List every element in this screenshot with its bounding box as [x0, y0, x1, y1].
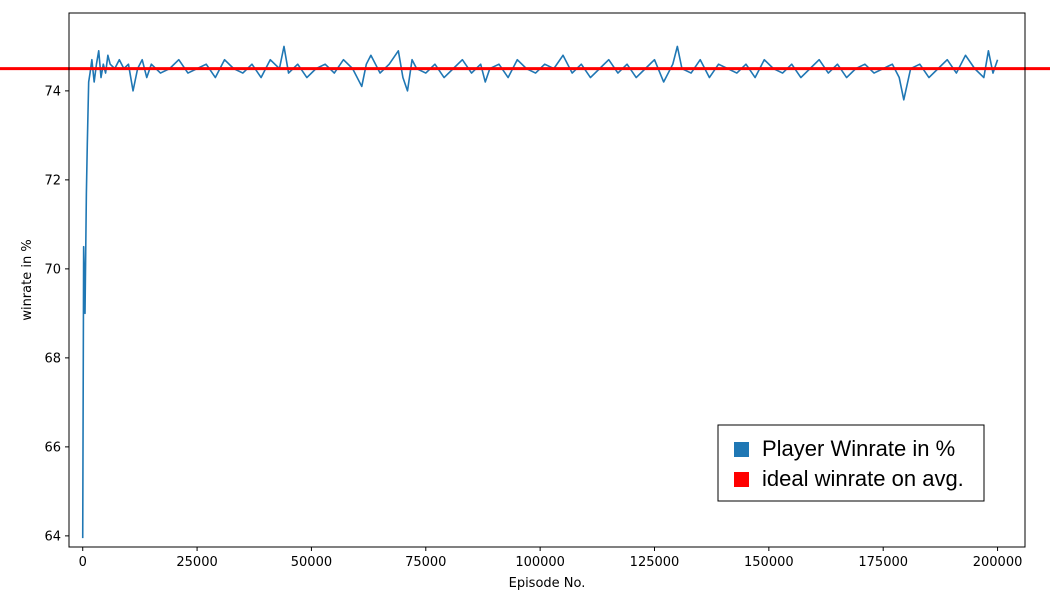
- plot-area: [0, 45, 1050, 539]
- legend-box: [717, 424, 985, 502]
- y-axis-ticks: 64 66 68 70 72 74: [44, 84, 69, 544]
- legend: Player Winrate in % ideal winrate on avg…: [717, 424, 985, 502]
- x-tick-label: 100000: [515, 555, 565, 570]
- y-tick-label: 66: [44, 440, 61, 455]
- x-tick-label: 200000: [973, 555, 1023, 570]
- plot-frame: [68, 12, 1026, 548]
- x-tick-label: 150000: [744, 555, 794, 570]
- x-tick-label: 75000: [405, 555, 446, 570]
- series-line-player-winrate: [81, 45, 999, 539]
- legend-label-ideal-winrate: ideal winrate on avg.: [762, 466, 964, 491]
- x-tick-label: 125000: [630, 555, 680, 570]
- legend-swatch-ideal-winrate: [734, 472, 749, 487]
- x-axis-label: Episode No.: [509, 576, 586, 591]
- y-tick-label: 72: [44, 173, 61, 188]
- y-axis-label: winrate in %: [20, 239, 35, 320]
- x-tick-label: 0: [79, 555, 87, 570]
- legend-swatch-player-winrate: [734, 442, 749, 457]
- legend-label-player-winrate: Player Winrate in %: [762, 436, 955, 461]
- y-tick-label: 68: [44, 351, 61, 366]
- y-tick-label: 70: [44, 262, 61, 277]
- y-tick-label: 74: [44, 84, 61, 99]
- x-tick-label: 175000: [858, 555, 908, 570]
- x-tick-label: 50000: [291, 555, 332, 570]
- x-axis-ticks: 0 25000 50000 75000 100000 125000 150000 175000…: [79, 547, 1023, 570]
- x-tick-label: 25000: [176, 555, 217, 570]
- y-tick-label: 64: [44, 529, 61, 544]
